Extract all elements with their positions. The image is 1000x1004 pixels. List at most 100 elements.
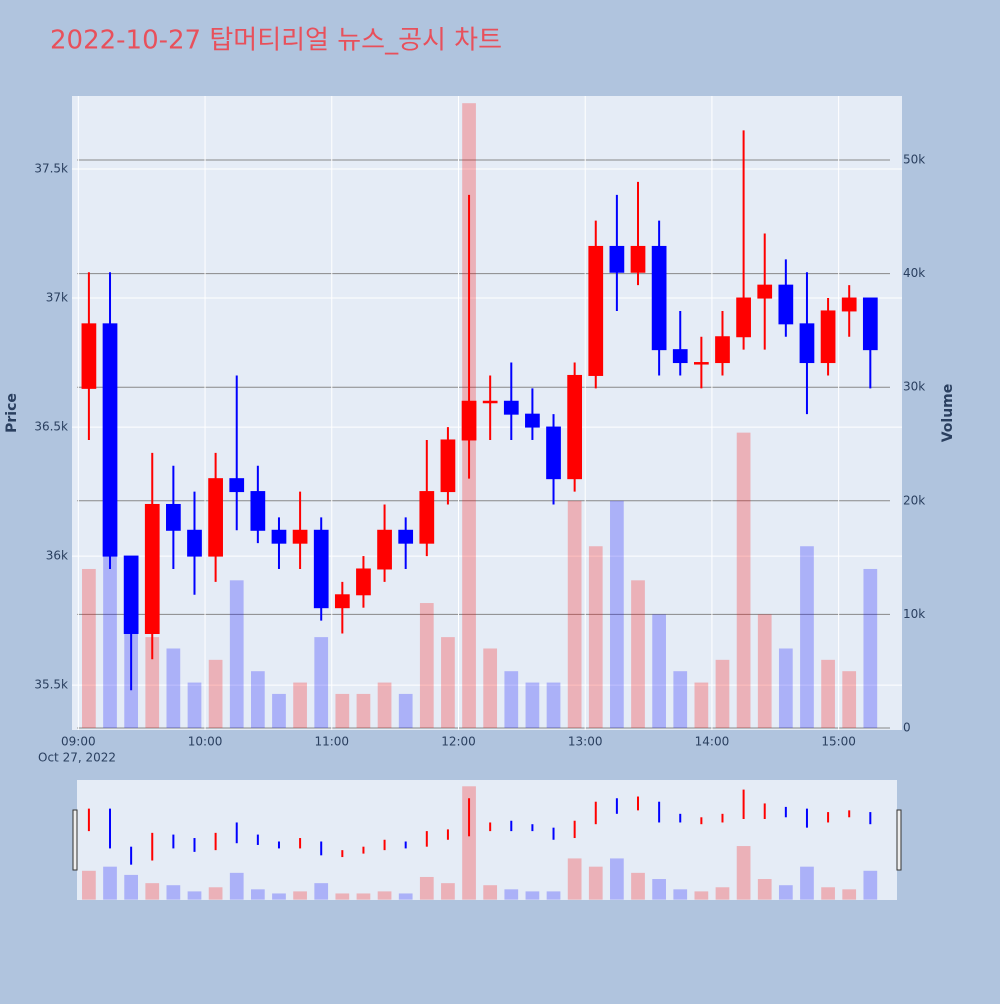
candle-body bbox=[482, 400, 498, 404]
volume-bar bbox=[250, 671, 265, 729]
volume-bar bbox=[441, 637, 455, 729]
x-tick-label: 09:00 bbox=[61, 735, 96, 749]
candle-body bbox=[81, 323, 97, 389]
y-tick-label: 35.5k bbox=[34, 678, 68, 692]
y2-axis-title: Volume bbox=[940, 384, 956, 443]
x-tick-label: 10:00 bbox=[188, 735, 223, 749]
volume-bar bbox=[398, 693, 413, 729]
candle-body bbox=[102, 323, 118, 557]
x-tick-label: 12:00 bbox=[441, 735, 476, 749]
slider-volume-bar bbox=[314, 883, 329, 900]
slider-volume-bar bbox=[757, 879, 772, 900]
slider-volume-bar bbox=[715, 887, 730, 900]
slider-volume-bar bbox=[673, 889, 688, 900]
slider-volume-bar bbox=[356, 893, 371, 900]
y2-tick-label: 0 bbox=[903, 721, 911, 735]
volume-bar bbox=[567, 500, 582, 729]
slider-volume-bar bbox=[166, 885, 181, 900]
volume-bar bbox=[293, 682, 307, 729]
x-tick-label: 11:00 bbox=[314, 735, 349, 749]
volume-bar bbox=[821, 659, 835, 729]
volume-bar bbox=[356, 693, 371, 729]
slider-volume-bar bbox=[567, 858, 582, 900]
slider-volume-bar bbox=[377, 891, 392, 900]
y2-tick-label: 10k bbox=[903, 607, 925, 621]
slider-volume-bar bbox=[208, 887, 223, 900]
slider-volume-bar bbox=[293, 891, 307, 900]
slider-volume-bar bbox=[800, 866, 814, 900]
candle-body bbox=[525, 413, 540, 428]
volume-bar bbox=[631, 580, 645, 729]
volume-bar bbox=[419, 603, 434, 729]
slider-volume-bar bbox=[187, 891, 202, 900]
volume-bar bbox=[314, 637, 329, 729]
chart-title: 2022-10-27 탑머티리얼 뉴스_공시 차트 bbox=[50, 26, 502, 56]
x-tick-label: 14:00 bbox=[695, 735, 730, 749]
candle-body bbox=[862, 297, 878, 351]
slider-volume-bar bbox=[546, 891, 561, 900]
y2-tick-label: 20k bbox=[903, 493, 925, 507]
y-tick-label: 36.5k bbox=[34, 420, 68, 434]
volume-bar bbox=[778, 648, 793, 729]
x-tick-label: 13:00 bbox=[568, 735, 603, 749]
candle-body bbox=[503, 400, 519, 415]
volume-bar bbox=[483, 648, 498, 729]
volume-bar bbox=[335, 693, 350, 729]
volume-bar bbox=[272, 693, 286, 729]
slider-volume-bar bbox=[631, 872, 645, 900]
candle-body bbox=[567, 374, 583, 480]
slider-volume-bar bbox=[335, 893, 350, 900]
candle-body bbox=[630, 245, 646, 273]
y-tick-label: 36k bbox=[46, 549, 68, 563]
volume-bar bbox=[673, 671, 688, 729]
volume-bar bbox=[757, 614, 772, 729]
volume-bar bbox=[715, 659, 730, 729]
y2-tick-label: 30k bbox=[903, 380, 925, 394]
range-slider[interactable] bbox=[77, 780, 897, 900]
x-date-label: Oct 27, 2022 bbox=[38, 751, 116, 765]
slider-volume-bar bbox=[272, 893, 286, 900]
candle-body bbox=[757, 284, 773, 299]
volume-bar bbox=[863, 568, 878, 729]
slider-volume-bar bbox=[82, 870, 96, 900]
volume-bar bbox=[652, 614, 666, 729]
candle-body bbox=[820, 310, 836, 364]
candle-body bbox=[672, 349, 688, 364]
slider-volume-bar bbox=[821, 887, 835, 900]
slider-volume-bar bbox=[736, 846, 751, 900]
candle-body bbox=[292, 529, 308, 544]
candle-body bbox=[208, 478, 223, 557]
slider-volume-bar bbox=[441, 883, 455, 900]
y2-tick-label: 40k bbox=[903, 266, 925, 280]
candle-body bbox=[609, 245, 625, 273]
slider-handle[interactable] bbox=[896, 809, 902, 871]
volume-bar bbox=[187, 682, 202, 729]
slider-volume-bar bbox=[610, 858, 624, 900]
candle-body bbox=[356, 568, 371, 596]
y-tick-label: 37.5k bbox=[34, 162, 68, 176]
candle-body bbox=[123, 555, 139, 634]
candle-body bbox=[166, 503, 181, 531]
y-axis-title: Price bbox=[4, 393, 20, 433]
slider-handle[interactable] bbox=[72, 809, 78, 871]
volume-bar bbox=[736, 432, 751, 729]
volume-bar bbox=[377, 682, 392, 729]
volume-bar bbox=[800, 546, 814, 729]
candle-body bbox=[651, 245, 667, 351]
slider-volume-bar bbox=[652, 879, 666, 900]
candle-body bbox=[377, 529, 392, 570]
volume-bar bbox=[588, 546, 603, 729]
candle-body bbox=[250, 491, 266, 531]
candle-body bbox=[229, 478, 245, 493]
candle-body bbox=[694, 362, 709, 365]
candle-body bbox=[588, 245, 604, 376]
volume-bar bbox=[525, 682, 540, 729]
slider-volume-bar bbox=[778, 885, 793, 900]
volume-bar bbox=[694, 682, 709, 729]
volume-bar bbox=[229, 580, 244, 729]
volume-bar bbox=[166, 648, 181, 729]
candle-body bbox=[419, 491, 435, 544]
volume-bar bbox=[610, 500, 624, 729]
candle-body bbox=[461, 400, 477, 441]
candle-body bbox=[778, 284, 794, 325]
